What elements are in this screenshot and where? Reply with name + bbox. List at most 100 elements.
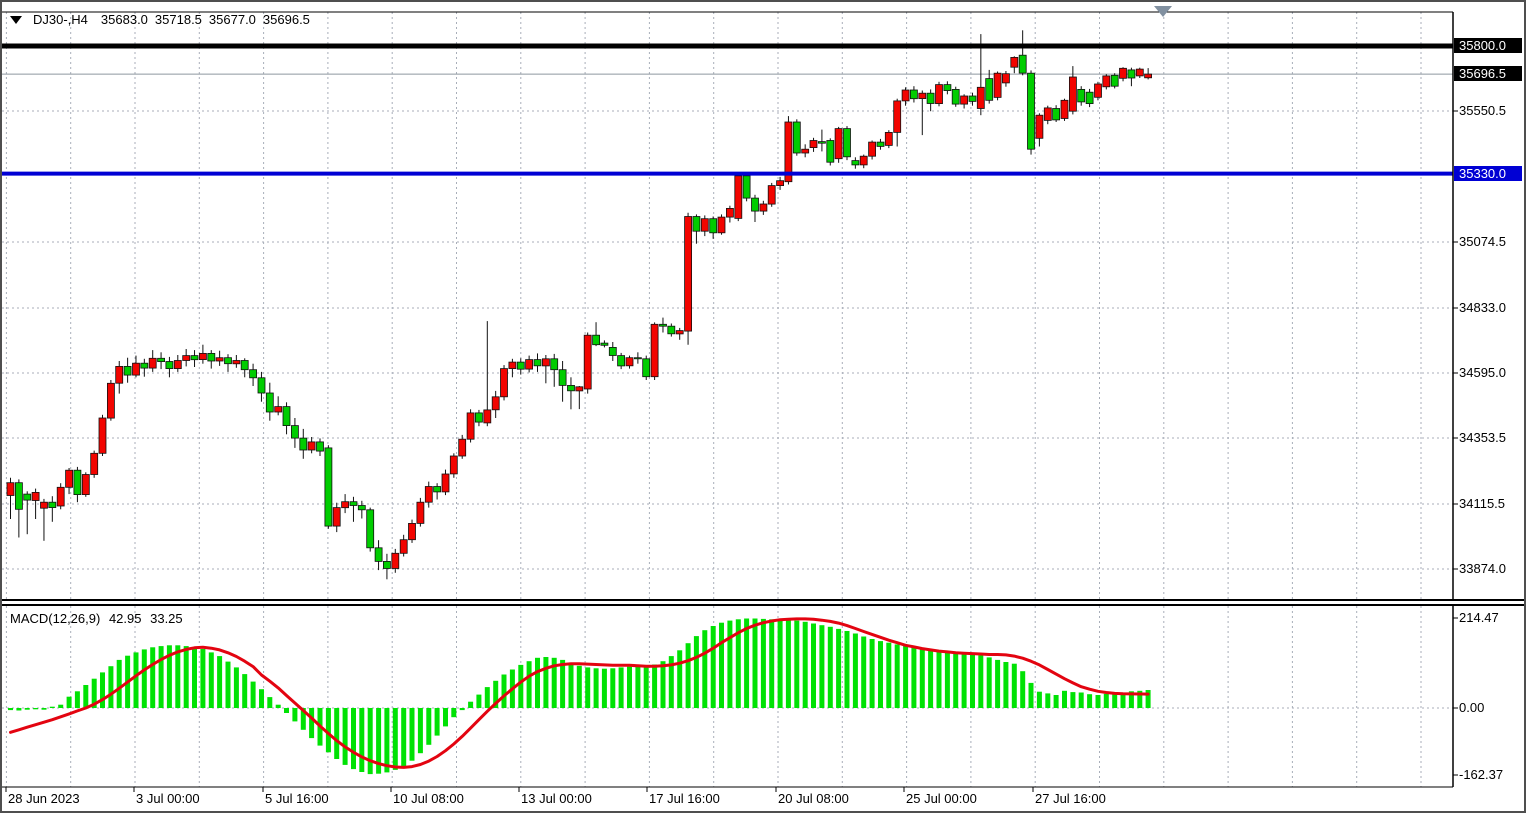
macd-bar	[919, 648, 925, 708]
macd-bar	[259, 689, 264, 708]
candle	[508, 361, 517, 370]
macd-bar	[819, 625, 825, 708]
panel-splitter[interactable]	[2, 598, 1524, 607]
macd-bar	[150, 647, 156, 708]
candle	[458, 438, 467, 457]
macd-bar	[392, 708, 398, 770]
macd-bar	[685, 643, 691, 708]
candle	[257, 377, 266, 394]
macd-bar	[359, 708, 365, 772]
candle	[809, 140, 818, 148]
macd-bar	[543, 657, 549, 708]
macd-bar	[744, 618, 750, 708]
time-axis-label: 5 Jul 16:00	[265, 791, 329, 806]
macd-axis-label: 214.47	[1459, 610, 1499, 625]
candle	[826, 140, 835, 163]
macd-bar	[518, 664, 524, 708]
candle	[424, 486, 433, 503]
macd-bar	[852, 633, 858, 708]
candle	[408, 523, 416, 541]
candle	[751, 197, 759, 212]
ohlc-high: 35718.5	[154, 12, 202, 27]
macd-bar	[100, 672, 105, 708]
macd-bar	[995, 659, 1001, 708]
candle	[299, 437, 308, 451]
candle	[700, 218, 709, 232]
candle	[40, 501, 48, 509]
price-axis[interactable]	[1454, 12, 1524, 787]
time-axis[interactable]	[2, 788, 1453, 810]
macd-bar	[894, 644, 900, 708]
candle	[115, 365, 124, 384]
candle	[667, 325, 676, 335]
candle	[583, 334, 592, 390]
macd-bar	[158, 646, 164, 708]
macd-bar	[116, 659, 122, 708]
macd-axis-label: -162.37	[1459, 767, 1504, 782]
candle	[592, 334, 600, 346]
indicator-label: MACD(12,26,9) 42.95 33.25	[10, 611, 188, 626]
candle	[834, 128, 843, 160]
macd-bar	[986, 657, 992, 708]
macd-bar	[735, 619, 741, 708]
candle	[224, 357, 232, 365]
price-axis-label: 34115.5	[1459, 496, 1506, 511]
macd-bar	[953, 651, 959, 708]
macd-bar	[451, 708, 457, 718]
price-axis-label: 35800.0	[1454, 38, 1522, 53]
candles-layer	[6, 30, 1152, 580]
candle	[926, 92, 935, 104]
candle	[910, 89, 918, 100]
macd-bar	[493, 680, 499, 708]
macd-bar	[1128, 691, 1134, 708]
candle	[575, 386, 584, 392]
symbol-dropdown-icon[interactable]	[10, 15, 22, 24]
candle	[1110, 74, 1119, 87]
candle	[1027, 72, 1035, 150]
macd-histogram-layer	[8, 618, 1151, 775]
candle	[332, 507, 341, 527]
candle	[516, 361, 525, 370]
macd-bar	[526, 661, 532, 708]
candle	[98, 417, 107, 454]
chart-shift-marker-icon[interactable]	[1154, 6, 1172, 17]
macd-bar	[727, 620, 733, 708]
candle	[567, 384, 575, 392]
macd-bar	[166, 645, 172, 708]
macd-bar	[944, 651, 950, 708]
indicator-signal-value: 33.25	[150, 611, 183, 626]
macd-bar	[1078, 692, 1084, 708]
macd-bar	[325, 708, 331, 753]
candle	[542, 358, 550, 367]
macd-bar	[1053, 695, 1059, 708]
candle	[1135, 68, 1144, 77]
candle	[692, 216, 701, 232]
macd-bar	[192, 647, 197, 708]
candle	[123, 365, 132, 376]
macd-bar	[58, 704, 64, 708]
ohlc-open: 35683.0	[100, 12, 148, 27]
candle	[107, 382, 115, 419]
macd-bar	[585, 667, 591, 708]
candle	[207, 352, 216, 362]
candle	[466, 412, 475, 440]
candle	[859, 155, 868, 166]
candle	[240, 360, 249, 371]
macd-bar	[601, 668, 607, 708]
candle	[1077, 89, 1086, 103]
candle	[935, 84, 943, 104]
macd-bar	[878, 641, 883, 708]
macd-bar	[660, 661, 666, 708]
price-axis-label: 35550.5	[1459, 103, 1506, 118]
candle	[449, 455, 458, 475]
price-axis-label: 35330.0	[1454, 166, 1522, 181]
candle	[734, 175, 743, 219]
candle	[56, 486, 65, 507]
macd-bar	[1020, 671, 1026, 708]
time-axis-label: 17 Jul 16:00	[649, 791, 720, 806]
macd-bar	[693, 636, 699, 708]
macd-bar	[652, 664, 658, 708]
candle	[173, 360, 182, 370]
